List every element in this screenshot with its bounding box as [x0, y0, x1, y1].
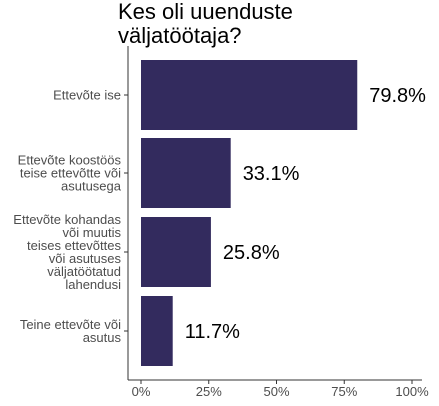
chart-title: Kes oli uuenduste väljatöötaja?	[118, 0, 293, 48]
chart-title-line-1: Kes oli uuenduste	[118, 0, 293, 24]
category-label: Ettevõte koostöös teise ettevõtte või asut…	[18, 153, 122, 194]
bar	[141, 60, 358, 130]
chart-title-line-2: väljatöötaja?	[118, 23, 242, 48]
x-tick-label: 25%	[196, 384, 222, 399]
x-tick-label: 75%	[331, 384, 357, 399]
category-label-line: asutusega	[61, 179, 122, 194]
category-label-line: teise ettevõtte või	[20, 166, 121, 181]
category-label-line: või asutuses	[49, 251, 122, 266]
value-label: 33.1%	[243, 163, 300, 185]
value-label: 11.7%	[185, 321, 240, 343]
category-label: Ettevõte ise	[53, 88, 121, 103]
category-label-line: lahendusi	[65, 277, 121, 292]
category-label-line: Ettevõte kohandas	[13, 212, 121, 227]
category-label: Ettevõte kohandas või muutis teises ettevõ…	[13, 212, 121, 292]
value-label: 79.8%	[369, 85, 426, 107]
category-label-line: Ettevõte koostöös	[18, 153, 122, 168]
x-tick-label: 50%	[263, 384, 289, 399]
bar	[141, 296, 173, 366]
x-tick-label: 100%	[395, 384, 429, 399]
category-label-line: asutus	[83, 330, 122, 345]
category-label: Teine ettevõte või asutus	[20, 317, 122, 345]
value-label: 25.8%	[223, 242, 280, 264]
bar	[141, 217, 211, 287]
category-label-line: või muutis	[62, 225, 121, 240]
x-tick-label: 0%	[132, 384, 151, 399]
category-label-line: teises ettevõttes	[27, 238, 121, 253]
category-label-line: väljatöötatud	[47, 264, 121, 279]
bar	[141, 138, 231, 208]
category-label-line: Teine ettevõte või	[20, 317, 121, 332]
category-label-line: Ettevõte ise	[53, 88, 121, 103]
